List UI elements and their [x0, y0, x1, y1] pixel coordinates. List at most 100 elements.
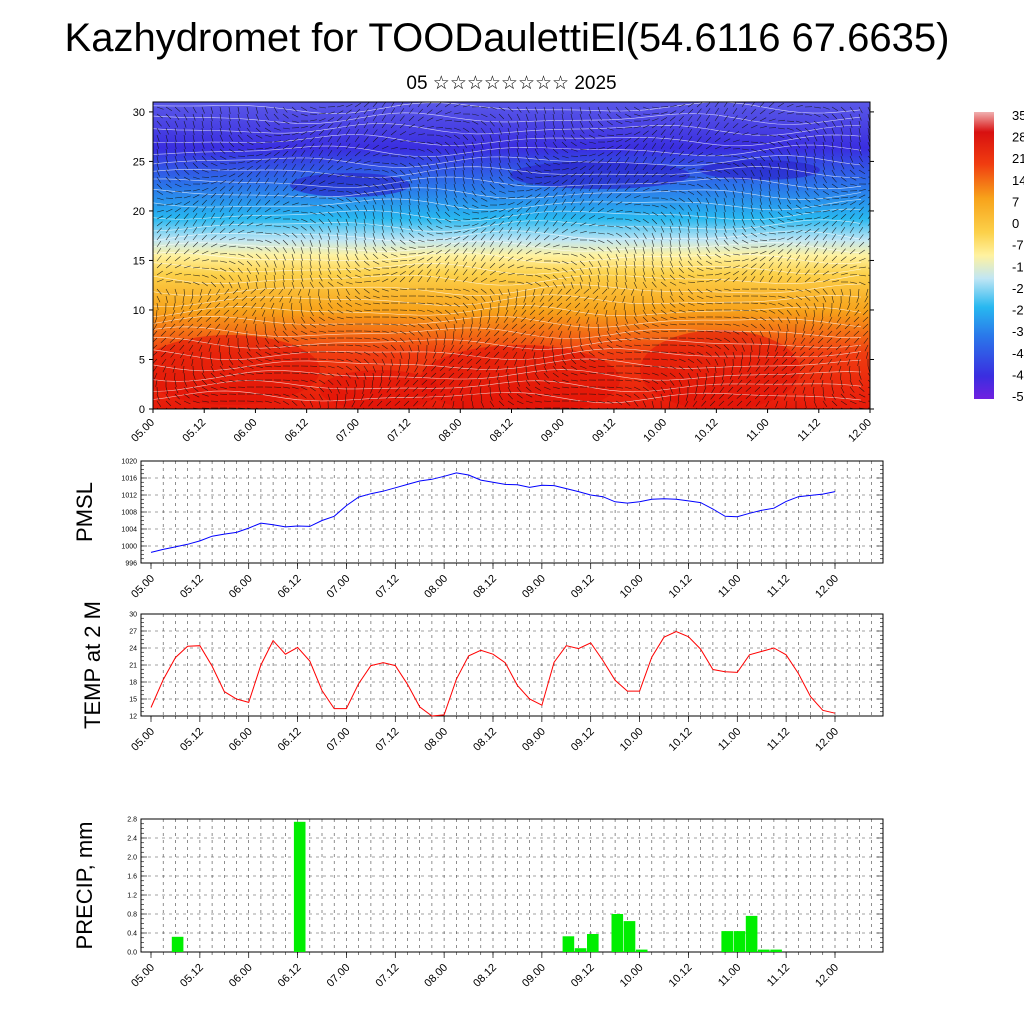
wind-barb — [516, 265, 524, 269]
wind-barb — [732, 239, 739, 245]
wind-barb — [291, 120, 299, 123]
wind-barb — [633, 131, 641, 136]
wind-barb — [466, 351, 473, 358]
wind-barb — [390, 330, 398, 334]
wind-barb — [862, 330, 869, 337]
wind-barb — [255, 215, 263, 220]
colorbar-label: -1 — [1012, 259, 1024, 274]
wind-barb — [479, 316, 482, 324]
wind-barb — [255, 134, 263, 139]
wind-barb — [264, 232, 272, 235]
wind-barb — [615, 281, 618, 289]
wind-barb — [857, 358, 860, 366]
wind-barb — [633, 232, 639, 239]
wind-barb — [444, 323, 448, 331]
wind-barb — [858, 155, 863, 163]
wind-barb — [489, 190, 497, 195]
wind-barb — [291, 393, 299, 398]
wind-barb — [741, 258, 749, 262]
wind-barb — [669, 386, 673, 394]
wind-barb — [858, 227, 864, 234]
wind-barb — [615, 239, 622, 246]
wind-barb — [174, 372, 176, 381]
wind-barb — [417, 190, 420, 198]
wind-barb — [507, 106, 514, 112]
wind-barb — [840, 227, 846, 234]
wind-barb — [462, 254, 468, 262]
wind-barb — [408, 276, 414, 283]
wind-barb — [732, 176, 738, 183]
wind-barb — [642, 187, 650, 192]
wind-barb — [422, 365, 428, 372]
wind-barb — [246, 185, 252, 192]
wind-barb — [799, 365, 806, 372]
wind-barb — [831, 255, 838, 262]
wind-barb — [534, 219, 540, 227]
wind-barb — [561, 228, 568, 234]
wind-barb — [498, 263, 505, 269]
wind-barb — [174, 220, 180, 227]
wind-barb — [603, 302, 608, 310]
wind-barb — [813, 393, 816, 401]
wind-barb — [210, 212, 216, 220]
wind-barb — [804, 269, 810, 276]
wind-barb — [601, 288, 608, 295]
wind-barb — [678, 109, 685, 115]
wind-barb — [381, 197, 385, 205]
wind-barb — [300, 316, 306, 323]
wind-barb — [863, 337, 869, 344]
wind-barb — [282, 239, 289, 246]
wind-barb — [521, 309, 527, 316]
wind-barb — [426, 117, 434, 122]
wind-barb — [318, 393, 323, 401]
wind-barb — [291, 274, 294, 282]
wind-barb — [264, 365, 272, 368]
wind-barb — [246, 379, 255, 381]
wind-barb — [552, 192, 558, 199]
wind-barb — [183, 257, 191, 262]
precip-bar — [587, 934, 599, 953]
precip-bar — [733, 931, 746, 952]
wind-barb — [246, 113, 250, 121]
wind-barb — [327, 150, 333, 157]
wind-barb — [732, 323, 740, 327]
wind-barb — [579, 191, 585, 199]
wind-barb — [651, 246, 654, 254]
wind-barb — [498, 113, 505, 120]
wind-barb — [606, 200, 613, 206]
wind-barb — [273, 246, 279, 253]
wind-barb — [606, 134, 615, 136]
wind-barb — [531, 344, 536, 352]
wind-barb — [161, 323, 167, 330]
wind-barb — [597, 246, 604, 252]
wind-barb — [687, 190, 695, 195]
wind-barb — [210, 372, 216, 379]
wind-barb — [228, 365, 235, 371]
wind-barb — [381, 225, 384, 233]
x-tick-label: 05.12 — [180, 417, 208, 445]
wind-barb — [615, 209, 623, 213]
wind-barb — [395, 379, 401, 386]
wind-barb — [309, 337, 317, 340]
wind-barb — [246, 160, 254, 164]
wind-barb — [785, 400, 788, 408]
wind-barb — [525, 281, 533, 286]
wind-barb — [504, 309, 509, 317]
y-tick-label: 24 — [129, 646, 137, 653]
wind-barb — [651, 106, 659, 109]
wind-barb — [170, 351, 176, 358]
wind-barb — [498, 155, 501, 163]
wind-barb — [174, 393, 180, 400]
wind-barb — [552, 174, 560, 178]
wind-barb — [570, 372, 578, 376]
wind-barb — [459, 337, 464, 345]
wind-barb — [543, 212, 549, 220]
wind-barb — [768, 330, 772, 338]
wind-barb — [574, 288, 581, 295]
wind-barb — [183, 176, 191, 181]
plot-frame — [140, 818, 884, 953]
wind-barb — [390, 246, 397, 252]
wind-barb — [813, 228, 820, 234]
wind-barb — [561, 192, 567, 199]
wind-barb — [426, 323, 433, 330]
